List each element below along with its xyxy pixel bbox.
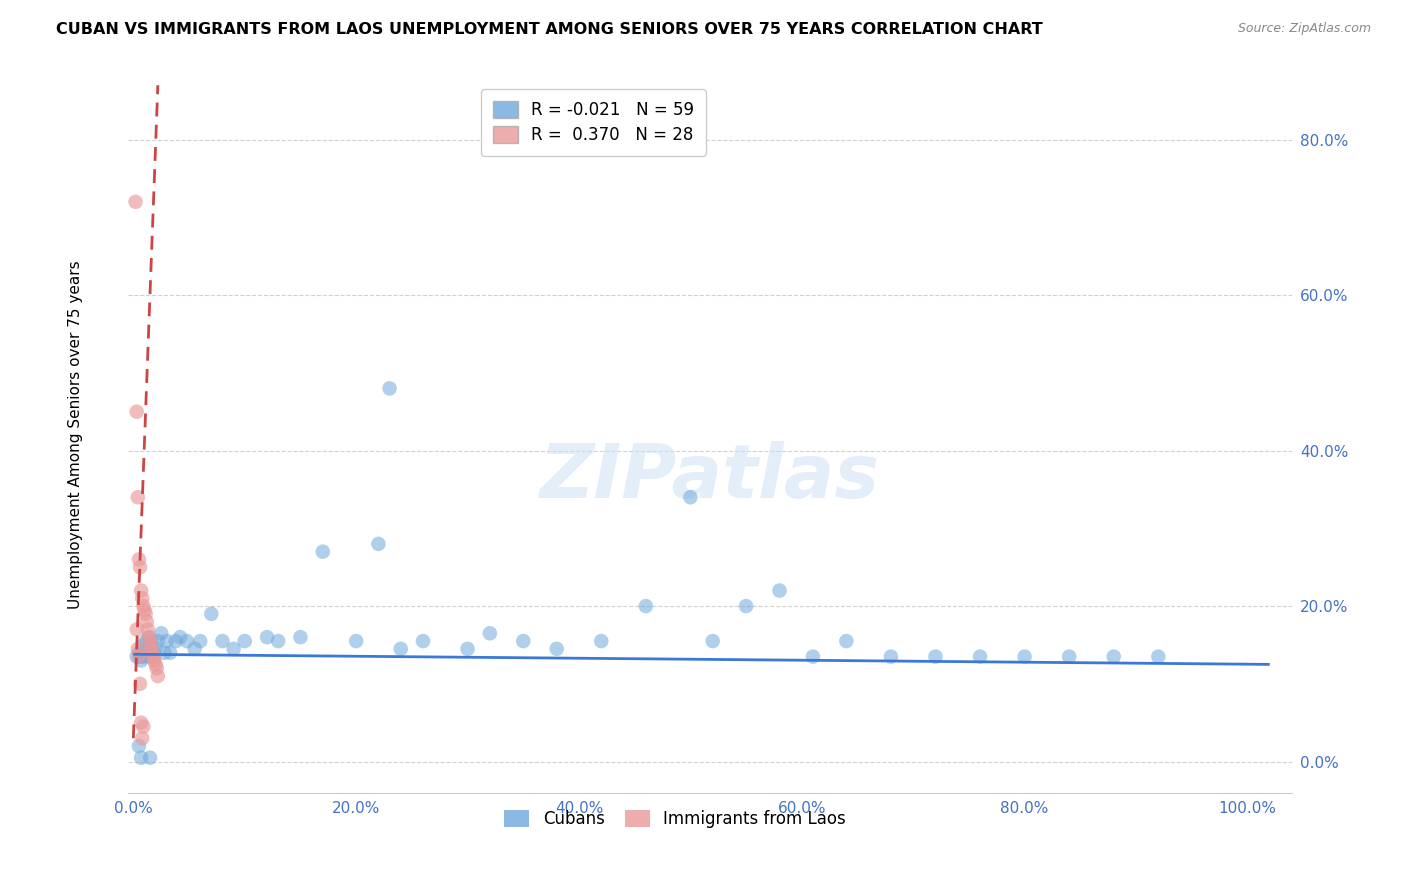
Point xyxy=(141,646,163,660)
Point xyxy=(135,615,157,629)
Text: ZIPatlas: ZIPatlas xyxy=(540,442,880,515)
Point xyxy=(143,653,166,667)
Point xyxy=(129,677,152,691)
Point xyxy=(165,634,187,648)
Point xyxy=(378,381,401,395)
Point xyxy=(132,720,155,734)
Point xyxy=(344,634,367,648)
Point xyxy=(169,630,191,644)
Point xyxy=(135,641,157,656)
Point xyxy=(128,646,150,660)
Point xyxy=(153,646,176,660)
Text: CUBAN VS IMMIGRANTS FROM LAOS UNEMPLOYMENT AMONG SENIORS OVER 75 YEARS CORRELATI: CUBAN VS IMMIGRANTS FROM LAOS UNEMPLOYME… xyxy=(56,22,1043,37)
Point xyxy=(312,544,335,558)
Point xyxy=(159,646,181,660)
Point xyxy=(132,599,155,613)
Point xyxy=(634,599,657,613)
Point xyxy=(128,552,150,566)
Point xyxy=(125,623,148,637)
Point xyxy=(138,630,160,644)
Point xyxy=(801,649,824,664)
Point xyxy=(128,649,150,664)
Point xyxy=(188,634,211,648)
Point xyxy=(512,634,534,648)
Point xyxy=(267,634,290,648)
Point xyxy=(211,634,233,648)
Point xyxy=(546,641,568,656)
Point xyxy=(146,634,169,648)
Point xyxy=(129,653,152,667)
Point xyxy=(129,750,152,764)
Point xyxy=(679,490,702,504)
Point xyxy=(131,591,153,606)
Point xyxy=(146,669,169,683)
Point xyxy=(183,641,205,656)
Point xyxy=(139,750,162,764)
Point xyxy=(142,649,165,664)
Point xyxy=(1147,649,1170,664)
Point xyxy=(139,634,162,648)
Point xyxy=(457,641,479,656)
Point xyxy=(141,641,163,656)
Point xyxy=(389,641,412,656)
Point xyxy=(768,583,790,598)
Point xyxy=(1102,649,1125,664)
Point xyxy=(136,649,159,664)
Point xyxy=(735,599,758,613)
Point xyxy=(150,626,173,640)
Point xyxy=(924,649,946,664)
Point xyxy=(127,490,149,504)
Point xyxy=(478,626,501,640)
Point xyxy=(141,634,163,648)
Point xyxy=(145,641,167,656)
Point xyxy=(134,638,156,652)
Point xyxy=(1014,649,1036,664)
Point xyxy=(135,634,157,648)
Point xyxy=(367,537,389,551)
Point xyxy=(233,634,256,648)
Point xyxy=(290,630,312,644)
Point xyxy=(256,630,278,644)
Point xyxy=(835,634,858,648)
Point xyxy=(591,634,613,648)
Point xyxy=(124,194,146,209)
Point xyxy=(129,649,152,664)
Point xyxy=(129,560,152,574)
Point xyxy=(129,583,152,598)
Point xyxy=(142,646,165,660)
Point xyxy=(125,649,148,664)
Point xyxy=(145,657,167,672)
Point xyxy=(969,649,991,664)
Point xyxy=(145,661,167,675)
Point xyxy=(129,715,152,730)
Point xyxy=(131,731,153,746)
Point xyxy=(132,646,155,660)
Point xyxy=(200,607,222,621)
Point xyxy=(702,634,724,648)
Point xyxy=(176,634,198,648)
Point xyxy=(222,641,245,656)
Text: Source: ZipAtlas.com: Source: ZipAtlas.com xyxy=(1237,22,1371,36)
Point xyxy=(134,603,156,617)
Point xyxy=(412,634,434,648)
Point xyxy=(131,649,153,664)
Point xyxy=(127,641,149,656)
Point xyxy=(136,623,159,637)
Point xyxy=(138,630,160,644)
Point xyxy=(128,739,150,753)
Point xyxy=(156,634,179,648)
Legend: Cubans, Immigrants from Laos: Cubans, Immigrants from Laos xyxy=(498,803,852,834)
Point xyxy=(880,649,903,664)
Point xyxy=(125,405,148,419)
Text: Unemployment Among Seniors over 75 years: Unemployment Among Seniors over 75 years xyxy=(67,260,83,609)
Point xyxy=(135,607,157,621)
Point xyxy=(1057,649,1080,664)
